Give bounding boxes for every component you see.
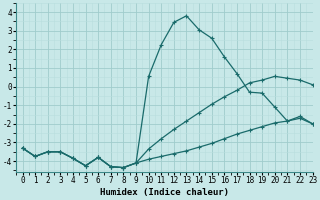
X-axis label: Humidex (Indice chaleur): Humidex (Indice chaleur) xyxy=(100,188,229,197)
